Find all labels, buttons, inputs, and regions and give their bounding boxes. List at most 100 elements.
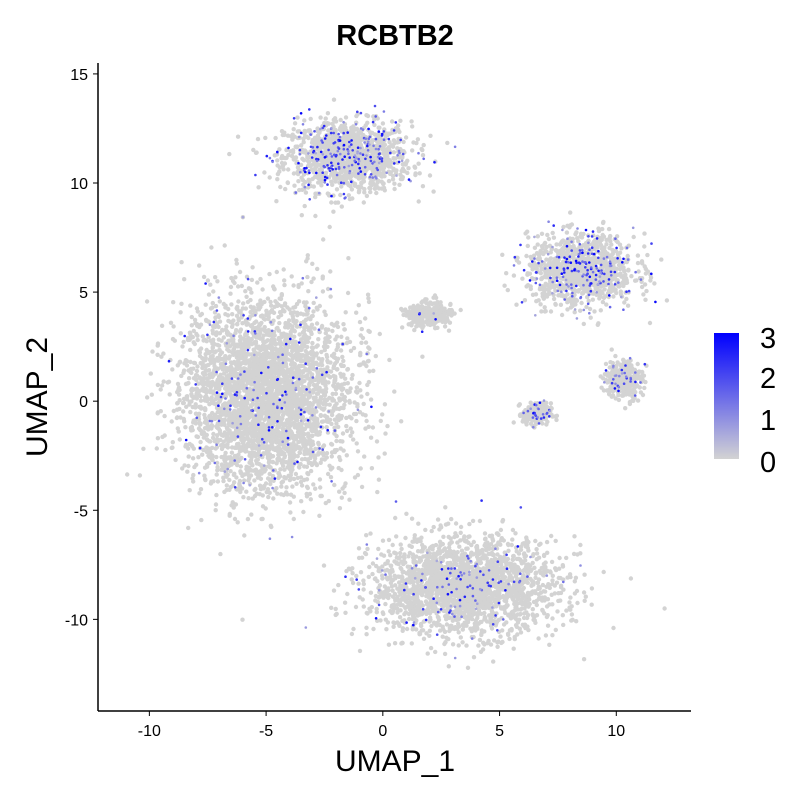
cell-point <box>204 417 209 423</box>
expressing-cell-point <box>363 165 367 169</box>
cell-point <box>269 524 274 530</box>
cell-point <box>214 472 219 477</box>
cell-point <box>294 416 299 421</box>
expressing-cell-point <box>271 160 274 164</box>
cell-point <box>278 184 283 190</box>
cell-point <box>289 274 294 279</box>
cell-point <box>413 172 418 178</box>
cell-point <box>258 476 264 481</box>
expressing-cell-point <box>307 152 310 155</box>
expressing-cell-point <box>361 128 365 131</box>
cell-point <box>258 276 263 282</box>
cell-point <box>243 355 248 360</box>
cell-point <box>228 332 233 338</box>
cell-point <box>275 158 280 163</box>
cell-point <box>361 200 366 205</box>
cell-point <box>403 135 409 140</box>
cell-point <box>298 162 304 168</box>
expressing-cell-point <box>369 155 372 159</box>
cell-point <box>352 475 358 480</box>
cell-point <box>320 357 325 362</box>
cell-point <box>262 428 268 433</box>
cell-point <box>218 372 223 377</box>
cell-point <box>241 495 246 500</box>
cell-point <box>186 446 191 451</box>
cell-point <box>334 367 340 372</box>
cell-point <box>302 332 307 337</box>
cell-point <box>155 410 160 415</box>
expressing-cell-point <box>276 150 279 154</box>
cell-point <box>344 388 350 394</box>
expressing-cell-point <box>373 160 376 164</box>
cell-point <box>329 441 334 447</box>
cell-point <box>389 119 395 124</box>
expressing-cell-point <box>400 159 404 163</box>
cell-point <box>330 135 335 140</box>
cell-point <box>284 155 289 161</box>
cell-point <box>341 405 346 411</box>
cell-point <box>291 440 296 446</box>
cell-point <box>221 478 226 484</box>
expressing-cell-point <box>342 120 345 124</box>
cell-point <box>217 347 222 353</box>
cell-point <box>391 150 397 155</box>
cell-point <box>222 457 227 463</box>
cell-point <box>241 350 247 356</box>
cell-point <box>291 171 297 176</box>
cell-point <box>203 477 208 483</box>
cell-point <box>290 370 296 375</box>
cell-point <box>337 506 343 511</box>
cell-point <box>212 415 218 420</box>
cell-point <box>261 333 266 338</box>
expressing-cell-point <box>326 164 329 167</box>
cell-point <box>284 485 289 490</box>
cell-point <box>412 165 418 170</box>
cell-point <box>281 371 287 376</box>
cell-point <box>255 302 261 307</box>
cell-point <box>201 380 206 386</box>
cell-point <box>302 179 308 185</box>
cell-point <box>247 337 253 343</box>
cell-point <box>356 134 361 139</box>
cell-point <box>292 121 298 126</box>
cell-point <box>328 294 333 299</box>
expressing-cell-point <box>348 140 351 144</box>
cell-point <box>279 304 285 309</box>
cell-point <box>243 449 248 454</box>
cell-point <box>329 450 335 455</box>
cell-point <box>220 356 225 362</box>
cell-point <box>312 399 317 404</box>
cell-point <box>265 436 271 441</box>
cell-point <box>260 287 265 292</box>
expressing-cell-point <box>374 115 378 118</box>
cell-point <box>302 203 307 209</box>
cell-point <box>241 442 246 448</box>
cell-point <box>269 454 275 459</box>
cell-point <box>200 364 206 369</box>
cell-point <box>222 243 227 248</box>
cell-point <box>305 355 311 360</box>
cell-point <box>318 115 323 120</box>
cell-point <box>285 411 290 417</box>
cell-point <box>309 462 315 468</box>
cell-point <box>307 410 312 415</box>
cell-point <box>339 204 344 209</box>
cell-point <box>179 301 184 306</box>
cell-point <box>229 462 234 467</box>
cell-point <box>333 337 338 342</box>
cell-point <box>299 399 305 404</box>
expressing-cell-point <box>327 148 330 152</box>
cell-point <box>291 476 297 482</box>
cell-point <box>230 350 235 355</box>
cell-point <box>193 405 198 410</box>
expressing-cell-point <box>315 171 318 175</box>
cell-point <box>416 199 421 204</box>
cell-point <box>305 335 311 340</box>
expressing-cell-point <box>348 156 352 159</box>
cell-point <box>243 374 248 380</box>
cell-point <box>278 349 283 354</box>
cell-point <box>296 299 302 304</box>
cell-point <box>304 477 310 482</box>
cell-point <box>350 430 355 435</box>
cell-point <box>303 322 308 327</box>
